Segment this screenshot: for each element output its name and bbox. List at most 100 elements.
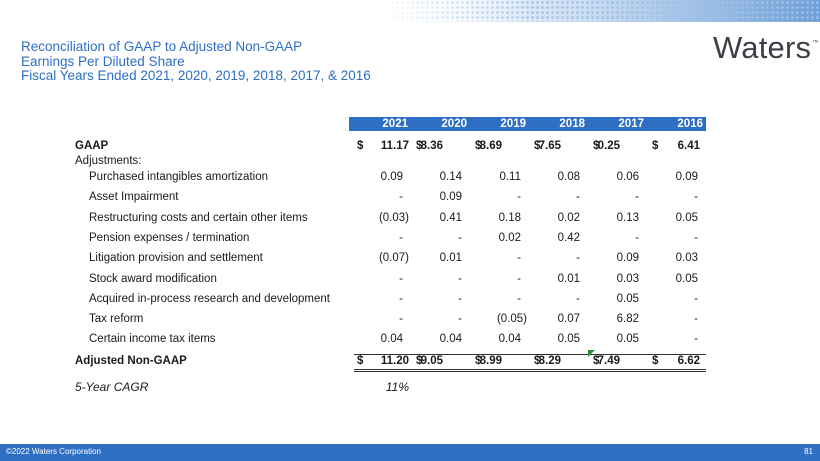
- value-2021: 0.04: [380, 333, 403, 346]
- copyright-text: ©2022 Waters Corporation: [6, 447, 101, 456]
- currency-symbol: $: [416, 140, 423, 152]
- value-2017: 0.09: [616, 252, 639, 265]
- value-2020: 0.04: [439, 333, 462, 346]
- value-2016: -: [694, 292, 698, 305]
- currency-symbol: $: [652, 355, 659, 367]
- adjustment-row: Asset Impairment - 0.09 - - - -: [0, 191, 820, 211]
- value-2018: 7.65: [538, 140, 561, 152]
- value-2017: 0.25: [597, 140, 620, 152]
- value-2019: 0.18: [498, 211, 521, 224]
- value-2016: 0.05: [675, 211, 698, 224]
- currency-symbol: $: [593, 140, 600, 152]
- cagr-value: 11%: [385, 380, 409, 394]
- adjustment-row: Restructuring costs and certain other it…: [0, 212, 820, 232]
- value-2018: -: [576, 292, 580, 305]
- year-header-2017: 2017: [618, 118, 644, 130]
- value-2016: -: [694, 333, 698, 346]
- row-label: Certain income tax items: [89, 333, 216, 346]
- title-line-3: Fiscal Years Ended 2021, 2020, 2019, 201…: [21, 68, 371, 83]
- value-2021: (0.07): [378, 252, 409, 265]
- value-2021: (0.03): [378, 211, 409, 224]
- value-2016: -: [694, 313, 698, 326]
- cell-error-indicator: [588, 350, 595, 357]
- currency-symbol: $: [357, 355, 364, 367]
- value-2018: 0.02: [557, 211, 580, 224]
- value-2018: -: [576, 252, 580, 265]
- adjustment-row: Stock award modification - - - 0.01 0.03 0.05: [0, 273, 820, 293]
- slide-title: Reconciliation of GAAP to Adjusted Non-G…: [21, 39, 371, 84]
- value-2020: 0.01: [439, 252, 462, 265]
- currency-symbol: $: [475, 140, 482, 152]
- value-2019: 0.11: [499, 171, 521, 183]
- row-label: Pension expenses / termination: [89, 231, 250, 244]
- value-2018: 0.08: [557, 171, 580, 183]
- value-2018: 8.29: [538, 355, 561, 367]
- title-line-1: Reconciliation of GAAP to Adjusted Non-G…: [21, 39, 303, 54]
- trademark-mark: ™: [812, 40, 819, 46]
- page-number: 81: [804, 447, 813, 456]
- year-header-bar: 2021 2020 2019 2018 2017 2016: [349, 117, 706, 131]
- row-label: Stock award modification: [89, 272, 217, 285]
- footer-bar: ©2022 Waters Corporation 81: [0, 444, 820, 461]
- row-label: Adjusted Non-GAAP: [75, 355, 187, 367]
- value-2021: -: [399, 272, 403, 285]
- value-2021: 11.17: [380, 140, 409, 152]
- value-2016: 0.05: [675, 272, 698, 285]
- adjustment-row: Tax reform - - (0.05) 0.07 6.82 -: [0, 313, 820, 333]
- year-header-2018: 2018: [559, 118, 585, 130]
- row-label: Asset Impairment: [89, 191, 179, 204]
- adjustment-row: Pension expenses / termination - - 0.02 0.42…: [0, 232, 820, 252]
- row-label: Restructuring costs and certain other it…: [89, 211, 308, 224]
- row-label: Litigation provision and settlement: [89, 252, 263, 265]
- row-label: Tax reform: [89, 313, 144, 326]
- value-2019: -: [517, 191, 521, 204]
- adjustments-header-row: Adjustments:: [0, 155, 820, 175]
- value-2021: 11.20: [380, 355, 409, 367]
- value-2021: -: [399, 191, 403, 204]
- value-2020: 0.14: [439, 171, 462, 183]
- year-header-2021: 2021: [382, 118, 408, 130]
- year-header-2020: 2020: [441, 118, 467, 130]
- value-2021: -: [399, 313, 403, 326]
- value-2017: 6.82: [616, 313, 639, 326]
- value-2019: -: [517, 252, 521, 265]
- currency-symbol: $: [416, 355, 423, 367]
- value-2020: 8.36: [420, 140, 443, 152]
- value-2017: 0.03: [616, 272, 639, 285]
- value-2020: -: [458, 292, 462, 305]
- adjustment-row: Purchased intangibles amortization 0.09 0.…: [0, 171, 820, 191]
- logo-text: Waters: [713, 30, 812, 65]
- value-2017: 0.13: [616, 211, 639, 224]
- year-header-2019: 2019: [500, 118, 526, 130]
- value-2020: 0.09: [439, 191, 462, 204]
- value-2016: -: [694, 231, 698, 244]
- row-label: Acquired in-process research and develop…: [89, 292, 330, 305]
- adjustment-row: Acquired in-process research and develop…: [0, 293, 820, 313]
- value-2021: -: [399, 292, 403, 305]
- value-2017: 7.49: [597, 355, 620, 367]
- row-label: GAAP: [75, 140, 109, 152]
- currency-symbol: $: [534, 140, 541, 152]
- value-2018: 0.42: [557, 231, 580, 244]
- adjustment-row: Certain income tax items 0.04 0.04 0.04 0.05…: [0, 333, 820, 353]
- cagr-label: 5-Year CAGR: [75, 380, 149, 394]
- gaap-row: GAAP $ 11.17 $ 8.36 $ 8.69 $ 7.65 $ 0.25…: [0, 140, 820, 160]
- value-2020: -: [458, 313, 462, 326]
- value-2018: 0.07: [557, 313, 580, 326]
- title-line-2: Earnings Per Diluted Share: [21, 53, 185, 69]
- adjusted-non-gaap-row: Adjusted Non-GAAP $ 11.20 $ 9.05 $ 8.99 …: [0, 355, 820, 375]
- value-2017: 0.05: [616, 333, 639, 346]
- value-2019: 8.99: [479, 355, 502, 367]
- adjustment-row: Litigation provision and settlement (0.07…: [0, 252, 820, 272]
- total-double-rule-upper: [354, 369, 706, 370]
- value-2019: 0.04: [498, 333, 521, 346]
- value-2019: -: [517, 272, 521, 285]
- value-2018: 0.01: [557, 272, 580, 285]
- value-2016: -: [694, 191, 698, 204]
- value-2017: 0.05: [616, 292, 639, 305]
- currency-symbol: $: [652, 140, 659, 152]
- value-2016: 6.41: [677, 140, 700, 152]
- value-2020: 9.05: [420, 355, 443, 367]
- value-2019: 0.02: [498, 231, 521, 244]
- year-header-2016: 2016: [677, 118, 703, 130]
